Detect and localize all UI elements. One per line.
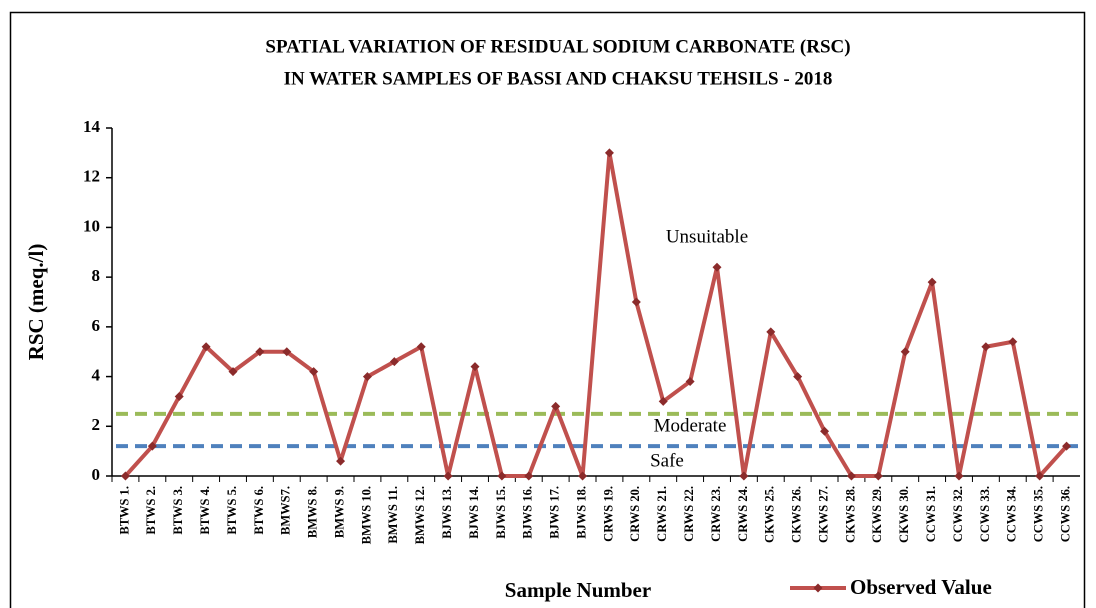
- x-tick-label: BMWS7.: [279, 486, 293, 535]
- data-marker: [389, 357, 399, 367]
- data-marker: [793, 372, 803, 382]
- y-tick-label: 12: [83, 167, 100, 186]
- x-tick-label: CCWS 36.: [1058, 486, 1072, 542]
- y-tick-label: 8: [92, 266, 101, 285]
- x-tick-label: BJWS 18.: [574, 486, 588, 539]
- legend-label: Observed Value: [850, 575, 992, 599]
- data-marker: [1035, 471, 1045, 481]
- x-tick-label: BJWS 13.: [440, 486, 454, 539]
- data-marker: [336, 456, 346, 466]
- x-tick-label: CRWS 22.: [682, 486, 696, 542]
- x-tick-label: BTWS 6.: [252, 486, 266, 535]
- x-tick-label: BMWS 10.: [359, 486, 373, 544]
- x-tick-label: CCWS 31.: [924, 486, 938, 542]
- data-marker: [631, 297, 641, 307]
- x-tick-label: BTWS 5.: [225, 486, 239, 535]
- x-tick-label: CKWS 25.: [763, 486, 777, 543]
- data-marker: [900, 347, 910, 357]
- x-tick-label: CCWS 33.: [978, 486, 992, 542]
- x-tick-label: CCWS 32.: [951, 486, 965, 542]
- x-tick-label: CKWS 29.: [870, 486, 884, 543]
- x-tick-label: BMWS 8.: [306, 486, 320, 538]
- x-tick-label: CKWS 30.: [897, 486, 911, 543]
- data-marker: [524, 471, 534, 481]
- y-tick-label: 4: [92, 365, 101, 384]
- annotation: Moderate: [654, 415, 727, 436]
- y-tick-label: 10: [83, 216, 100, 235]
- data-marker: [981, 342, 991, 352]
- x-tick-label: CKWS 26.: [790, 486, 804, 543]
- x-tick-label: BTWS 2.: [144, 486, 158, 535]
- data-marker: [1062, 441, 1072, 451]
- data-marker: [873, 471, 883, 481]
- data-marker: [255, 347, 265, 357]
- data-marker: [120, 471, 130, 481]
- y-tick-label: 2: [92, 415, 101, 434]
- data-marker: [201, 342, 211, 352]
- annotation: Safe: [650, 450, 684, 471]
- x-tick-label: BJWS 14.: [467, 486, 481, 539]
- data-marker: [470, 362, 480, 372]
- x-tick-label: BTWS 3.: [171, 486, 185, 535]
- x-tick-label: CRWS 23.: [709, 486, 723, 542]
- legend-marker: [813, 583, 823, 593]
- x-tick-label: CCWS 35.: [1032, 486, 1046, 542]
- x-tick-label: CKWS 28.: [843, 486, 857, 543]
- x-tick-label: BTWS 4.: [198, 486, 212, 535]
- data-marker: [362, 372, 372, 382]
- data-marker: [766, 327, 776, 337]
- x-tick-label: CRWS 20.: [628, 486, 642, 542]
- x-tick-label: BMWS 12.: [413, 486, 427, 544]
- data-marker: [604, 148, 614, 158]
- y-tick-label: 14: [83, 117, 101, 136]
- data-marker: [954, 471, 964, 481]
- x-tick-label: CRWS 19.: [601, 486, 615, 542]
- data-marker: [416, 342, 426, 352]
- x-axis-label: Sample Number: [505, 578, 651, 602]
- x-tick-label: CKWS 27.: [816, 486, 830, 543]
- x-tick-label: BMWS 9.: [332, 486, 346, 538]
- chart-title: SPATIAL VARIATION OF RESIDUAL SODIUM CAR…: [265, 36, 850, 57]
- data-marker: [551, 401, 561, 411]
- chart-border: [9, 11, 1086, 608]
- data-marker: [685, 377, 695, 387]
- data-marker: [658, 396, 668, 406]
- x-tick-label: CCWS 34.: [1005, 486, 1019, 542]
- y-tick-label: 0: [92, 465, 101, 484]
- data-marker: [1008, 337, 1018, 347]
- y-tick-label: 6: [92, 316, 101, 335]
- data-marker: [578, 471, 588, 481]
- y-axis-label: RSC (meq./l): [24, 244, 48, 361]
- x-tick-label: BMWS 11.: [386, 486, 400, 544]
- x-tick-label: BTWS 1.: [117, 486, 131, 535]
- data-marker: [228, 367, 238, 377]
- x-tick-label: BJWS 16.: [521, 486, 535, 539]
- data-marker: [174, 391, 184, 401]
- data-marker: [820, 426, 830, 436]
- data-marker: [282, 347, 292, 357]
- x-tick-label: CRWS 21.: [655, 486, 669, 542]
- annotation: Unsuitable: [666, 226, 748, 247]
- data-marker: [846, 471, 856, 481]
- data-marker: [497, 471, 507, 481]
- x-tick-label: CRWS 24.: [736, 486, 750, 542]
- data-marker: [309, 367, 319, 377]
- x-tick-label: BJWS 17.: [548, 486, 562, 539]
- chart-title: IN WATER SAMPLES OF BASSI AND CHAKSU TEH…: [284, 68, 833, 89]
- data-marker: [712, 262, 722, 272]
- data-marker: [443, 471, 453, 481]
- data-line: [123, 150, 1069, 478]
- x-tick-label: BJWS 15.: [494, 486, 508, 539]
- data-marker: [147, 441, 157, 451]
- data-marker: [927, 277, 937, 287]
- data-marker: [739, 471, 749, 481]
